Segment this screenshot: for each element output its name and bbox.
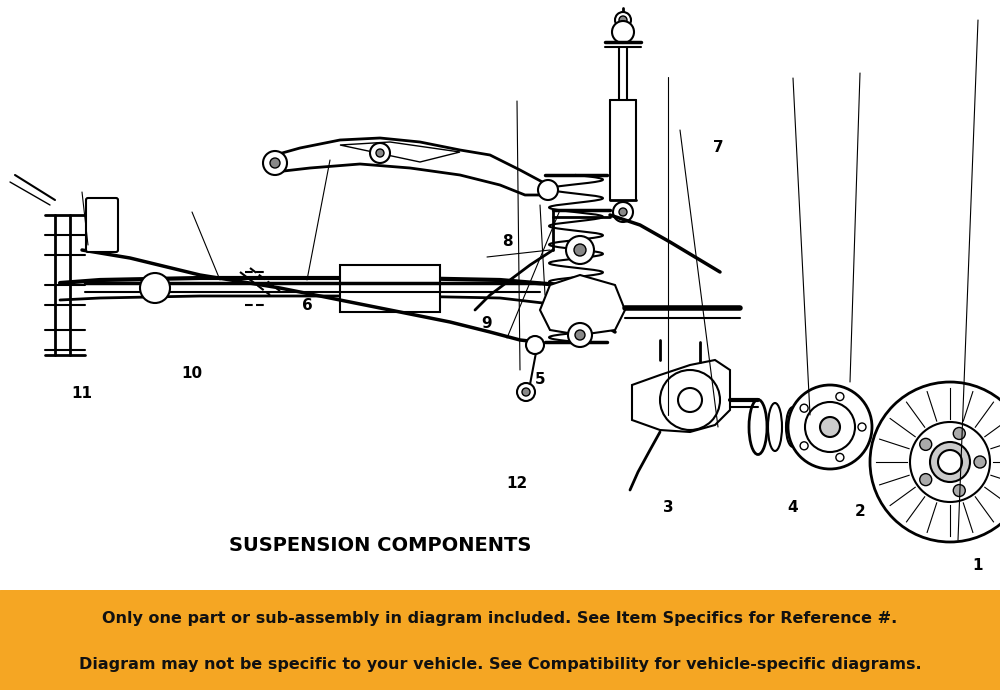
Circle shape: [574, 244, 586, 256]
Circle shape: [660, 370, 720, 430]
Circle shape: [612, 21, 634, 43]
Text: 5: 5: [535, 373, 545, 388]
Circle shape: [788, 385, 872, 469]
Circle shape: [920, 438, 932, 451]
Text: 11: 11: [72, 386, 92, 400]
Circle shape: [568, 323, 592, 347]
Polygon shape: [540, 275, 625, 335]
Circle shape: [805, 402, 855, 452]
Text: 10: 10: [181, 366, 203, 380]
Circle shape: [619, 16, 627, 24]
Text: 2: 2: [855, 504, 865, 520]
Text: SUSPENSION COMPONENTS: SUSPENSION COMPONENTS: [229, 536, 531, 555]
Circle shape: [263, 151, 287, 175]
Circle shape: [522, 388, 530, 396]
Circle shape: [870, 382, 1000, 542]
Circle shape: [820, 417, 840, 437]
Polygon shape: [340, 265, 440, 312]
Circle shape: [836, 453, 844, 462]
Text: 4: 4: [788, 500, 798, 515]
FancyBboxPatch shape: [86, 198, 118, 252]
Text: Only one part or sub-assembly in diagram included. See Item Specifics for Refere: Only one part or sub-assembly in diagram…: [102, 611, 898, 626]
Circle shape: [140, 273, 170, 303]
Text: 7: 7: [713, 141, 723, 155]
Circle shape: [575, 330, 585, 340]
Text: 3: 3: [663, 500, 673, 515]
Circle shape: [566, 236, 594, 264]
Circle shape: [858, 423, 866, 431]
Polygon shape: [632, 360, 730, 432]
Ellipse shape: [749, 400, 767, 455]
Ellipse shape: [786, 407, 800, 447]
Text: 9: 9: [482, 315, 492, 331]
Circle shape: [953, 484, 965, 497]
Circle shape: [270, 158, 280, 168]
Circle shape: [678, 388, 702, 412]
Circle shape: [910, 422, 990, 502]
Ellipse shape: [768, 403, 782, 451]
Circle shape: [930, 442, 970, 482]
Text: 12: 12: [506, 477, 528, 491]
Text: 1: 1: [973, 558, 983, 573]
Circle shape: [370, 143, 390, 163]
Circle shape: [619, 208, 627, 216]
Circle shape: [974, 456, 986, 468]
Circle shape: [517, 383, 535, 401]
Circle shape: [800, 404, 808, 412]
Text: 8: 8: [502, 235, 512, 250]
Text: 6: 6: [302, 297, 312, 313]
Circle shape: [615, 12, 631, 28]
Text: Diagram may not be specific to your vehicle. See Compatibility for vehicle-speci: Diagram may not be specific to your vehi…: [79, 658, 921, 673]
Circle shape: [538, 180, 558, 200]
Circle shape: [938, 450, 962, 474]
Circle shape: [920, 473, 932, 486]
Circle shape: [953, 428, 965, 440]
Polygon shape: [340, 142, 460, 162]
Circle shape: [836, 393, 844, 401]
Circle shape: [526, 336, 544, 354]
Circle shape: [800, 442, 808, 450]
Circle shape: [376, 149, 384, 157]
Circle shape: [613, 202, 633, 222]
